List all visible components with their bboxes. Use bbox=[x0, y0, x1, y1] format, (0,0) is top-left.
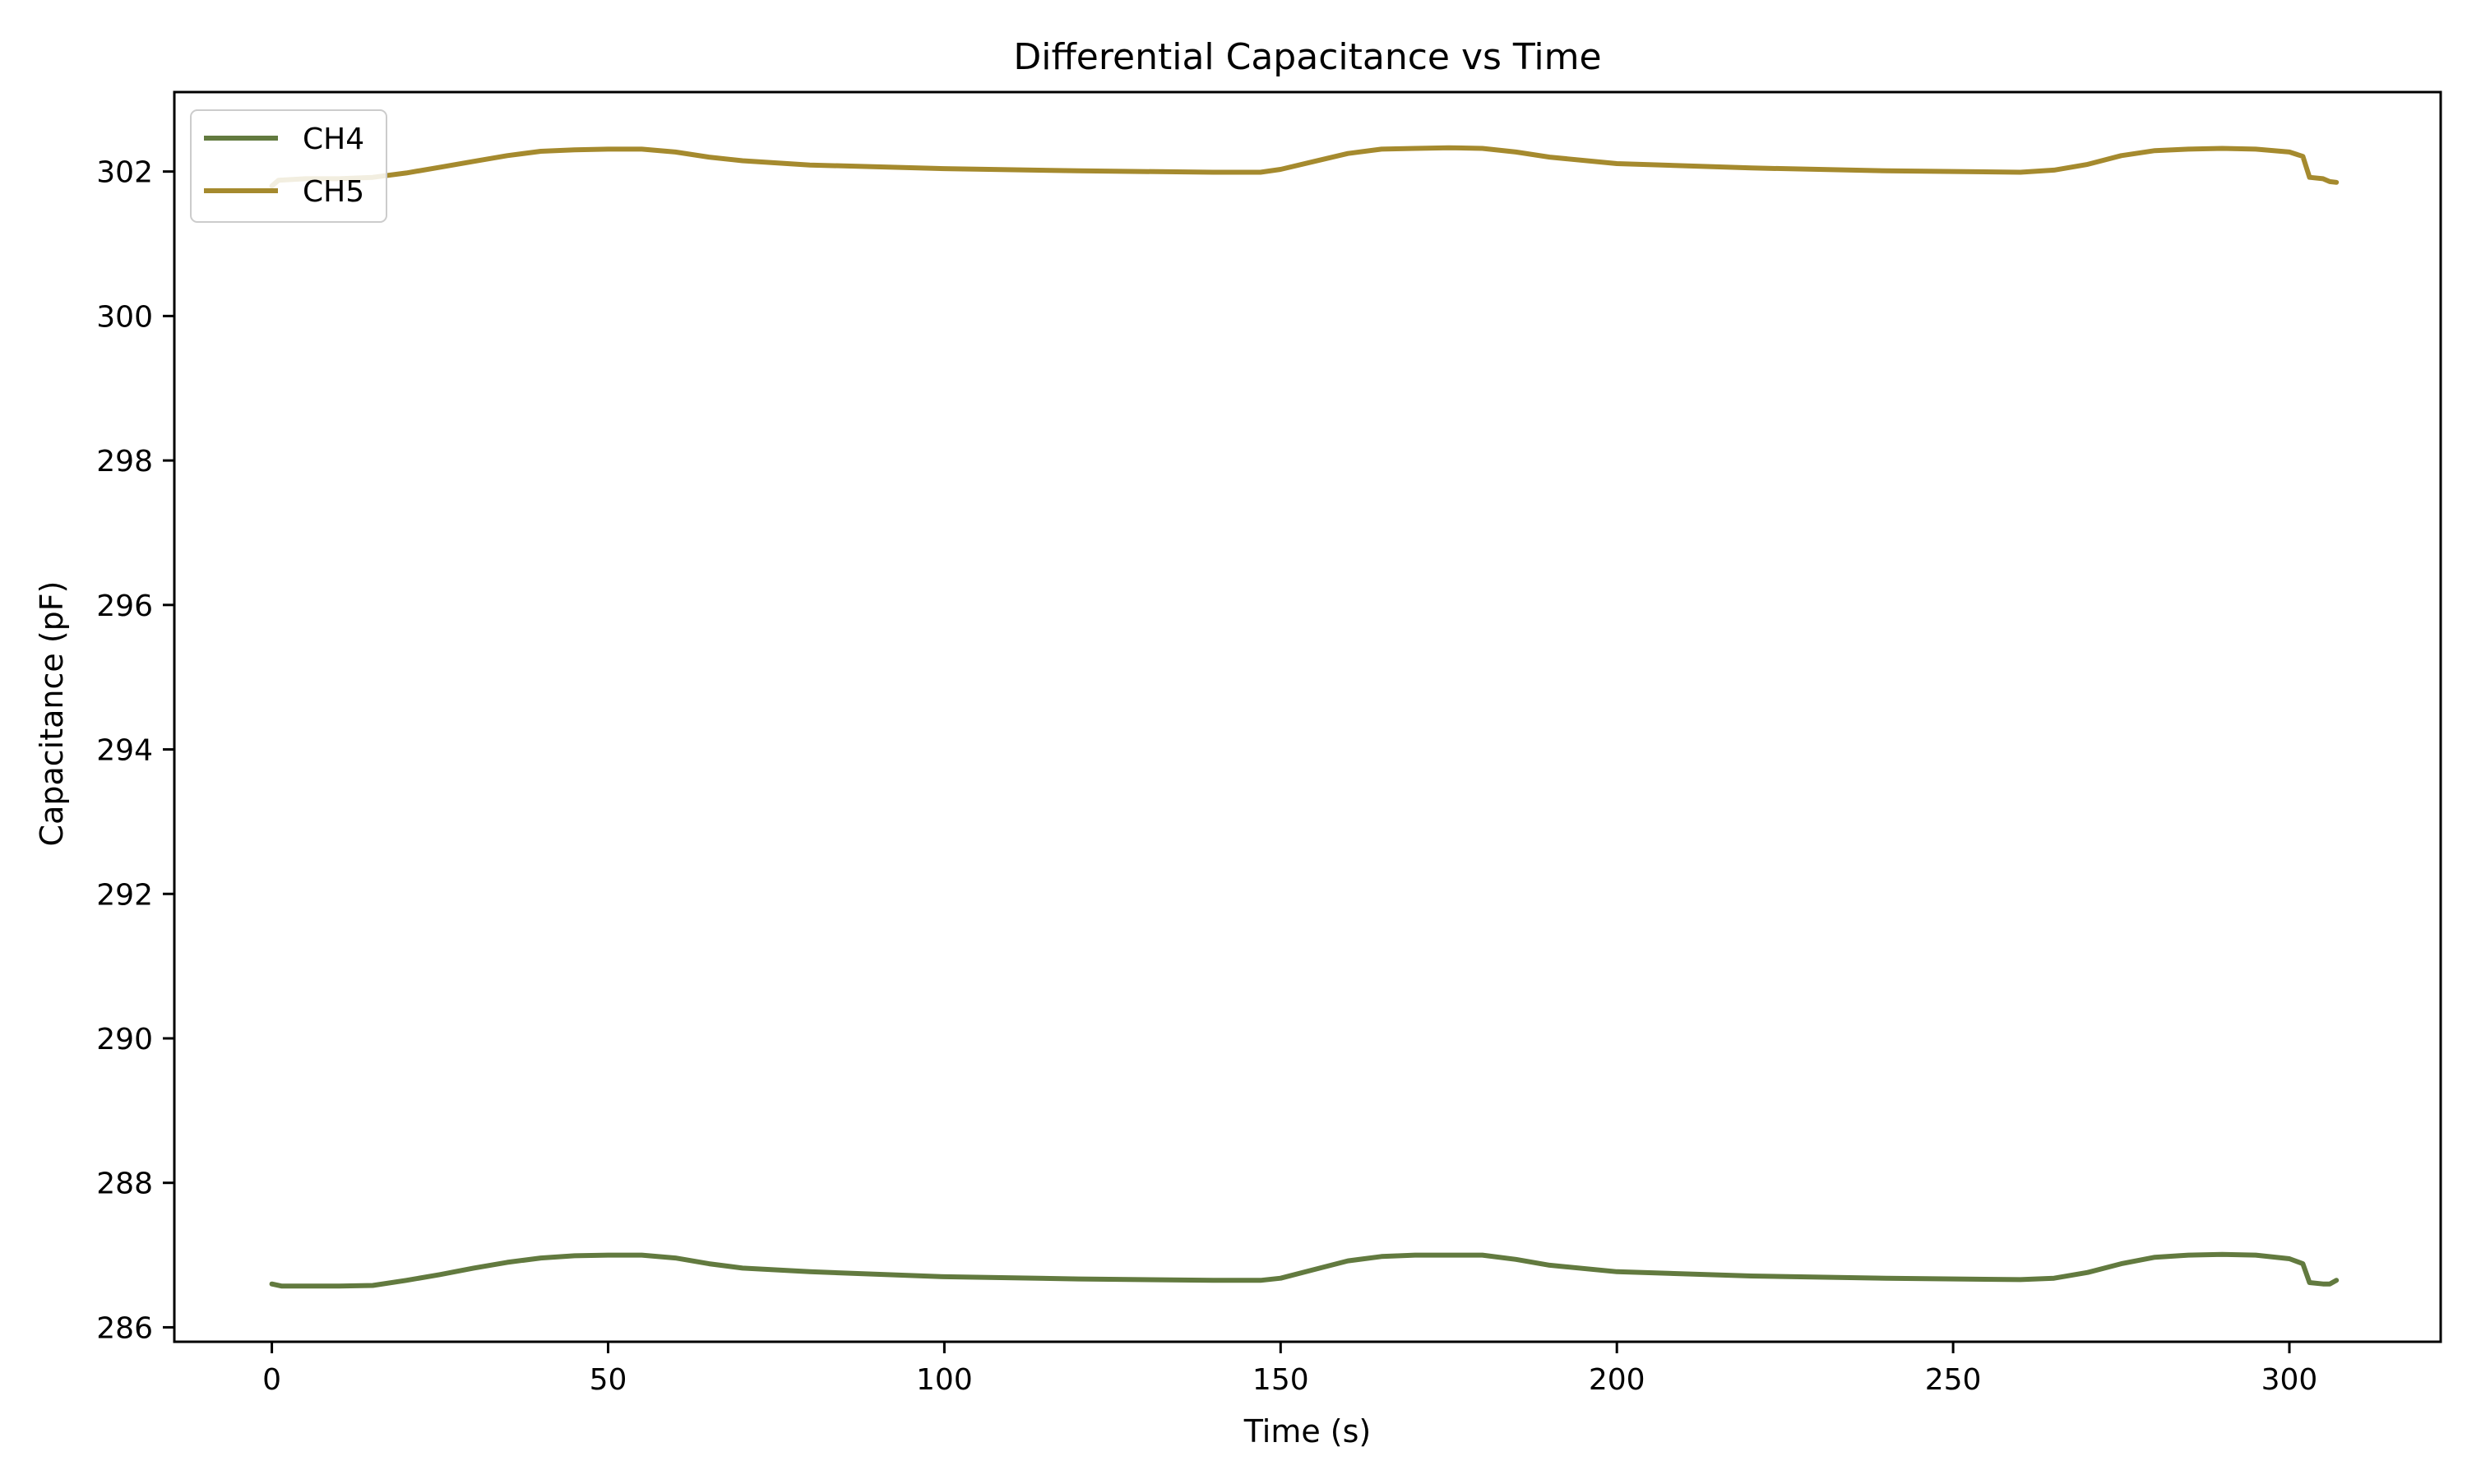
chart-title: Differential Capacitance vs Time bbox=[1013, 36, 1601, 78]
y-tick-label: 302 bbox=[96, 156, 153, 190]
x-tick-label: 200 bbox=[1589, 1363, 1645, 1397]
series-line-ch4 bbox=[269, 1251, 2340, 1289]
y-tick-label: 300 bbox=[96, 300, 153, 334]
legend-label-ch5: CH5 bbox=[303, 175, 364, 209]
y-tick-label: 290 bbox=[96, 1023, 153, 1056]
series-lines bbox=[269, 145, 2340, 1289]
y-tick-label: 298 bbox=[96, 445, 153, 478]
y-axis-label: Capacitance (pF) bbox=[34, 581, 70, 847]
x-axis-ticks: 0 50 100 150 200 250 300 bbox=[262, 1342, 2317, 1397]
x-tick-label: 0 bbox=[262, 1363, 281, 1397]
plot-frame bbox=[173, 90, 2442, 1343]
y-tick-label: 296 bbox=[96, 589, 153, 623]
y-tick-label: 286 bbox=[96, 1311, 153, 1345]
y-tick-label: 292 bbox=[96, 878, 153, 912]
x-axis-label: Time (s) bbox=[1243, 1413, 1372, 1449]
y-tick-label: 294 bbox=[96, 734, 153, 768]
x-tick-label: 250 bbox=[1925, 1363, 1982, 1397]
x-tick-label: 150 bbox=[1252, 1363, 1309, 1397]
legend: CH4 CH5 bbox=[190, 109, 387, 223]
legend-label-ch4: CH4 bbox=[303, 123, 364, 156]
x-tick-label: 100 bbox=[916, 1363, 973, 1397]
x-tick-label: 300 bbox=[2261, 1363, 2318, 1397]
y-tick-label: 288 bbox=[96, 1167, 153, 1201]
x-tick-label: 50 bbox=[590, 1363, 627, 1397]
y-axis-ticks: 286 288 290 292 294 296 298 300 302 bbox=[96, 156, 174, 1345]
series-line-ch5 bbox=[269, 145, 2340, 189]
